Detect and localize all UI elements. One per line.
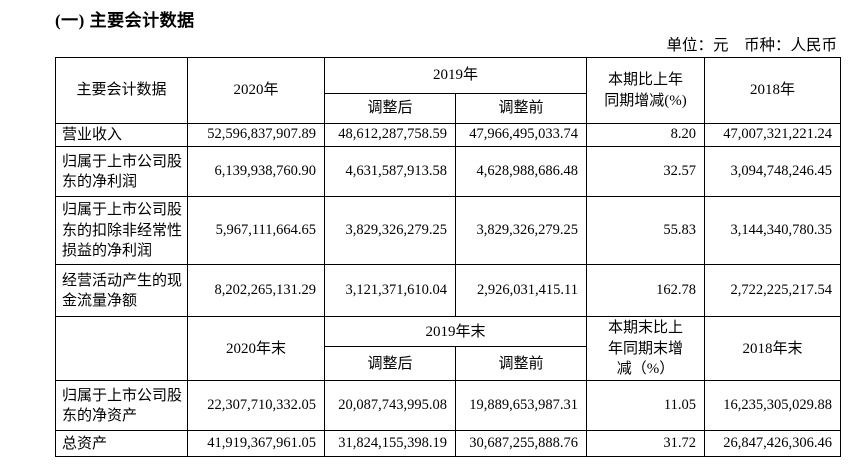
table-row-net-profit: 归属于上市公司股东的净利润 6,139,938,760.90 4,631,587… [55, 146, 842, 198]
header-row-2: 调整后 调整前 [56, 93, 841, 124]
value-2018: 3,144,340,780.35 [704, 196, 842, 266]
value-2019-adjusted: 48,612,287,758.59 [324, 122, 456, 148]
section-title: (一) 主要会计数据 [55, 11, 195, 30]
header-change-pct: 本期比上年 同期增减(%) [586, 57, 706, 124]
header-adjusted: 调整后 [324, 93, 456, 124]
value-2019-adjusted: 3,829,326,279.25 [324, 196, 456, 266]
value-2018: 3,094,748,246.45 [704, 146, 842, 198]
row-label: 归属于上市公司股东的净资产 [55, 380, 188, 432]
value-2019-pre: 4,628,988,686.48 [454, 146, 588, 198]
row-label: 营业收入 [55, 122, 188, 148]
header-2018: 2018年 [704, 57, 842, 124]
table-row-net-assets: 归属于上市公司股东的净资产 22,307,710,332.05 20,087,7… [55, 380, 842, 432]
value-2020: 41,919,367,961.05 [187, 430, 325, 458]
value-2020: 52,596,837,907.89 [187, 122, 325, 148]
header-row-4: 调整后 调整前 [56, 346, 841, 382]
header-adjusted-end: 调整后 [324, 346, 456, 382]
value-2020: 6,139,938,760.90 [187, 146, 325, 198]
header-2020-end: 2020年末 [187, 316, 325, 382]
unit-currency-note: 单位：元 币种：人民币 [666, 37, 837, 54]
header-2019-end: 2019年末 [323, 316, 588, 348]
header-empty-cell [55, 316, 188, 382]
table-row-deducted-net-profit: 归属于上市公司股东的扣除非经常性损益的净利润 5,967,111,664.65 … [55, 196, 842, 266]
table-row-operating-cash-flow: 经营活动产生的现金流量净额 8,202,265,131.29 3,121,371… [55, 264, 842, 318]
header-2018-end: 2018年末 [704, 316, 842, 382]
value-2019-pre: 3,829,326,279.25 [454, 196, 588, 266]
value-2019-adjusted: 4,631,587,913.58 [324, 146, 456, 198]
value-change: 55.83 [586, 196, 706, 266]
value-2018: 16,235,305,029.88 [704, 380, 842, 432]
value-2019-pre: 30,687,255,888.76 [454, 430, 588, 458]
header-main-label: 主要会计数据 [55, 57, 188, 124]
value-2019-adjusted: 31,824,155,398.19 [324, 430, 456, 458]
value-2018: 2,722,225,217.54 [704, 264, 842, 318]
value-2018: 47,007,321,221.24 [704, 122, 842, 148]
row-label: 归属于上市公司股东的扣除非经常性损益的净利润 [55, 196, 188, 266]
row-label: 总资产 [55, 430, 188, 458]
header-end-change-pct: 本期末比上 年同期末增 减（%） [586, 316, 706, 382]
value-change: 32.57 [586, 146, 706, 198]
value-2019-pre: 47,966,495,033.74 [454, 122, 588, 148]
value-change: 8.20 [586, 122, 706, 148]
value-2019-pre: 19,889,653,987.31 [454, 380, 588, 432]
value-change: 162.78 [586, 264, 706, 318]
header-pre-adjust: 调整前 [454, 93, 588, 124]
value-change: 11.05 [586, 380, 706, 432]
header-pre-adjust-end: 调整前 [454, 346, 588, 382]
header-2020: 2020年 [187, 57, 325, 124]
value-2019-adjusted: 3,121,371,610.04 [324, 264, 456, 318]
table-row-revenue: 营业收入 52,596,837,907.89 48,612,287,758.59… [55, 122, 842, 148]
value-2019-adjusted: 20,087,743,995.08 [324, 380, 456, 432]
value-2020: 8,202,265,131.29 [187, 264, 325, 318]
header-row-1: 主要会计数据 2020年 2019年 本期比上年 同期增减(%) 2018年 [55, 57, 842, 124]
key-accounting-data-table: 主要会计数据 2020年 2019年 本期比上年 同期增减(%) 2018年 调… [55, 57, 842, 458]
value-2020: 5,967,111,664.65 [187, 196, 325, 266]
row-label: 经营活动产生的现金流量净额 [55, 264, 188, 318]
table-row-total-assets: 总资产 41,919,367,961.05 31,824,155,398.19 … [55, 430, 842, 458]
row-label: 归属于上市公司股东的净利润 [55, 146, 188, 198]
header-row-3: 2020年末 2019年末 本期末比上 年同期末增 减（%） 2018年末 [55, 316, 842, 382]
header-2019: 2019年 [323, 57, 588, 94]
value-2020: 22,307,710,332.05 [187, 380, 325, 432]
value-change: 31.72 [586, 430, 706, 458]
value-2019-pre: 2,926,031,415.11 [454, 264, 588, 318]
value-2018: 26,847,426,306.46 [704, 430, 842, 458]
